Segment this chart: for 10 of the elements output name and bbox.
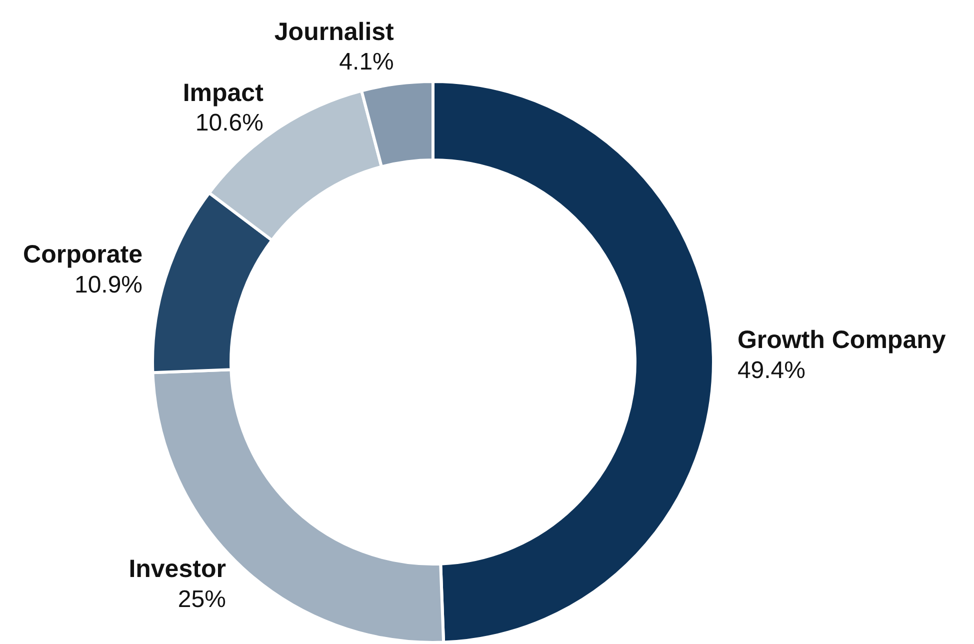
slice-label: Corporate [23, 240, 143, 269]
data-label: 49.4% [737, 356, 806, 384]
data-label: 10.6% [195, 110, 264, 137]
data-label: 10.9% [74, 271, 143, 298]
slice-label: Growth Company [737, 326, 946, 354]
slice-label: Impact [182, 78, 264, 107]
slice-label: Investor [128, 555, 226, 584]
data-label: 4.1% [339, 48, 394, 76]
data-label: 25% [178, 586, 226, 613]
slice-label: Journalist [274, 18, 395, 46]
